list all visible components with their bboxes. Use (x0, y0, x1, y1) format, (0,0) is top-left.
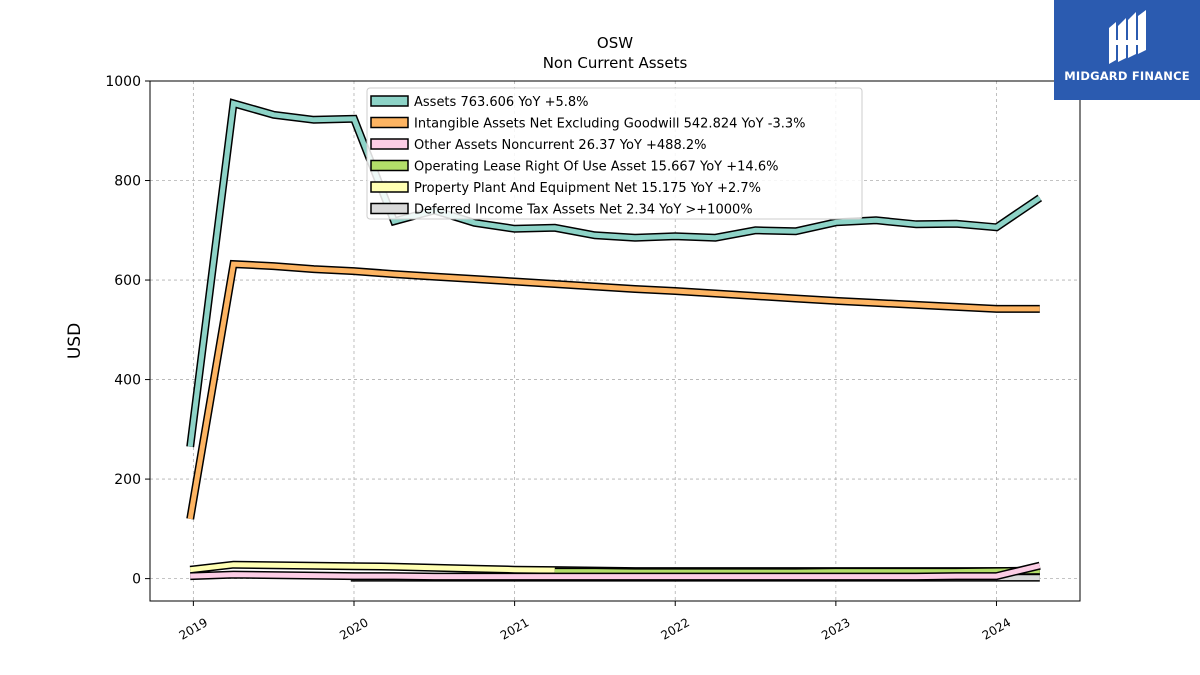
y-tick-label: 600 (114, 273, 141, 289)
legend-swatch (370, 95, 409, 107)
y-tick-label: 200 (114, 472, 141, 488)
legend-entry: Property Plant And Equipment Net 15.175 … (414, 181, 761, 196)
series-layer (186, 98, 1043, 582)
x-tick-label: 2024 (980, 615, 1013, 642)
legend-swatch (370, 181, 409, 193)
legend-entry: Assets 763.606 YoY +5.8% (414, 95, 589, 110)
y-tick-label: 800 (114, 174, 141, 190)
y-tick-label: 1000 (105, 74, 141, 90)
series-other-assets-noncurrent (190, 561, 1041, 581)
legend-box (366, 87, 863, 220)
x-tick-label: 2021 (498, 615, 531, 642)
legend-entry: Other Assets Noncurrent 26.37 YoY +488.2… (414, 138, 706, 153)
x-tick-label: 2023 (819, 615, 852, 642)
series-line (187, 261, 1040, 520)
plot-frame (149, 80, 1081, 602)
y-tick-label: 0 (132, 572, 141, 588)
series-line (554, 568, 1040, 575)
midgard-logo-icon (1054, 0, 1200, 100)
series-assets (186, 98, 1043, 448)
legend-swatch (370, 138, 409, 150)
chart-title: OSW (597, 34, 633, 52)
legend: Assets 763.606 YoY +5.8% Intangible Asset… (366, 87, 863, 220)
legend-entry: Intangible Assets Net Excluding Goodwill… (414, 117, 805, 132)
series-line (190, 563, 1041, 580)
legend-swatch (370, 159, 409, 172)
series-intangible-assets-net-excluding-goodwill (186, 259, 1040, 520)
y-axis-label: USD (65, 323, 85, 359)
brand-name: MIDGARD FINANCE (1064, 69, 1190, 83)
y-tick-label: 400 (114, 373, 141, 389)
legend-entry: Deferred Income Tax Assets Net 2.34 YoY … (414, 203, 753, 218)
legend-swatch (370, 116, 409, 129)
x-tick-label: 2020 (337, 615, 370, 642)
legend-entry: Operating Lease Right Of Use Asset 15.66… (414, 160, 778, 175)
chart-subtitle: Non Current Assets (543, 54, 688, 72)
series-operating-lease-right-of-use-asset (554, 566, 1040, 577)
grid (150, 80, 1080, 601)
x-tick-label: 2019 (177, 615, 210, 642)
legend-swatch (370, 202, 409, 215)
x-tick-label: 2022 (659, 615, 692, 642)
series-line (187, 100, 1042, 448)
brand-logo: MIDGARD FINANCE (1054, 0, 1200, 100)
